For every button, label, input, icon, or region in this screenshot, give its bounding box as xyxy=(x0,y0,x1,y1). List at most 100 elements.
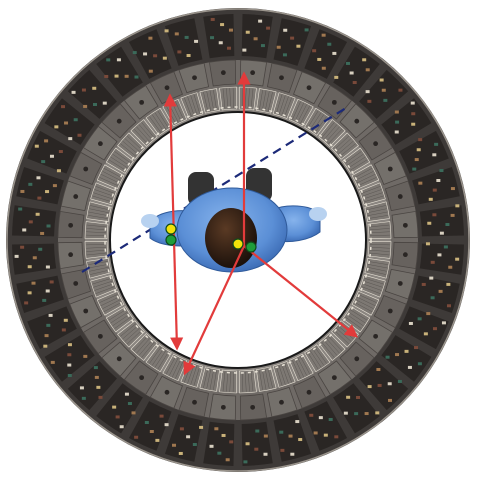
electronics-block xyxy=(241,14,273,59)
electronics-component xyxy=(327,42,332,46)
crystal-stripe xyxy=(281,96,289,116)
electronics-component xyxy=(177,50,182,54)
electronics-block xyxy=(304,29,348,79)
electronics-component xyxy=(263,434,268,438)
electronics-component xyxy=(20,189,25,193)
electronics-block xyxy=(67,361,117,411)
crystal-block xyxy=(256,366,277,392)
crystal-block xyxy=(364,258,390,279)
crystal-stripe xyxy=(114,316,131,329)
crystal-stripe xyxy=(184,97,192,117)
crystal-block xyxy=(86,258,112,279)
crystal-stripe xyxy=(294,102,304,122)
electronics-component xyxy=(93,102,98,106)
electronics-component xyxy=(229,440,234,444)
electronics-component xyxy=(437,253,442,257)
electronics-component xyxy=(258,19,263,23)
crystal-stripe xyxy=(369,246,390,249)
crystal-stripe xyxy=(124,327,140,342)
electronics-component xyxy=(68,137,73,141)
crystal-stripe xyxy=(154,350,167,368)
crystal-stripe xyxy=(369,224,390,228)
crystal-stripe xyxy=(86,228,107,231)
electronics-component xyxy=(418,181,423,185)
crystal-stripe xyxy=(112,314,130,327)
electronics-component xyxy=(155,438,160,442)
electronics-component xyxy=(186,54,191,58)
electronics-component xyxy=(410,101,415,105)
electronics-component xyxy=(425,242,430,246)
crystal-stripe xyxy=(102,299,121,309)
electronics-block xyxy=(27,306,77,350)
crystal-block xyxy=(86,201,112,222)
electronics-component xyxy=(455,204,460,208)
electronics-component xyxy=(54,125,59,129)
module-connector xyxy=(220,404,226,410)
electronics-component xyxy=(345,61,350,65)
electronics-component xyxy=(416,148,421,152)
electronics-component xyxy=(67,374,72,378)
crystal-stripe xyxy=(361,186,381,194)
crystal-stripe xyxy=(336,138,352,153)
electronics-component xyxy=(124,392,129,396)
module-connector xyxy=(354,356,360,362)
crystal-stripe xyxy=(292,101,301,120)
crystal-stripe xyxy=(126,330,142,345)
crystal-stripe xyxy=(206,369,212,389)
electronics-component xyxy=(218,41,223,45)
electronics-component xyxy=(407,365,412,369)
crystal-stripe xyxy=(350,309,368,321)
crystal-stripe xyxy=(314,347,327,364)
crystal-stripe xyxy=(114,151,131,164)
electronics-block xyxy=(412,166,460,205)
crystal-stripe xyxy=(226,371,229,392)
crystal-stripe xyxy=(284,363,292,383)
electronics-component xyxy=(149,430,154,434)
electronics-component xyxy=(432,153,437,157)
crystal-stripe xyxy=(206,91,212,111)
electronics-block xyxy=(399,306,449,350)
electronics-component xyxy=(385,355,390,359)
electronics-component xyxy=(115,415,120,419)
crystal-stripe xyxy=(172,358,182,378)
crystal-stripe xyxy=(321,122,335,139)
crystal-stripe xyxy=(267,91,273,112)
electronics-component xyxy=(40,231,45,235)
crystal-block xyxy=(364,201,390,222)
electronics-component xyxy=(421,282,426,286)
crystal-block xyxy=(219,86,237,111)
crystal-block xyxy=(180,92,204,119)
crystal-stripe xyxy=(264,91,270,111)
crystal-stripe xyxy=(133,336,148,352)
electronics-component xyxy=(43,344,48,348)
crystal-stripe xyxy=(361,286,381,294)
electronics-component xyxy=(283,28,288,32)
electronics-component xyxy=(71,90,76,94)
crystal-stripe xyxy=(126,135,142,150)
electronics-component xyxy=(36,176,41,180)
electronics-component xyxy=(67,363,72,367)
electronics-component xyxy=(73,118,78,122)
electronics-component xyxy=(426,312,431,316)
crystal-stripe xyxy=(93,192,113,200)
electronics-component xyxy=(428,197,433,201)
electronics-component xyxy=(116,58,121,62)
bore-dashed-edge xyxy=(104,106,372,374)
crystal-stripe xyxy=(355,171,374,181)
module-connector xyxy=(164,389,170,395)
crystal-stripe xyxy=(276,94,283,114)
electronics-component xyxy=(226,46,231,50)
electronics-component xyxy=(290,36,295,40)
crystal-stripe xyxy=(334,135,350,150)
crystal-stripe xyxy=(307,352,319,370)
crystal-stripe xyxy=(297,104,307,123)
crystal-stripe xyxy=(369,252,390,256)
crystal-stripe xyxy=(300,105,310,124)
crystal-stripe xyxy=(241,371,244,392)
crystal-stripe xyxy=(345,316,362,329)
module-connector xyxy=(83,166,89,172)
electronics-component xyxy=(412,167,417,171)
crystal-stripe xyxy=(356,174,376,184)
crystal-stripe xyxy=(175,360,184,379)
crystal-stripe xyxy=(247,88,250,109)
